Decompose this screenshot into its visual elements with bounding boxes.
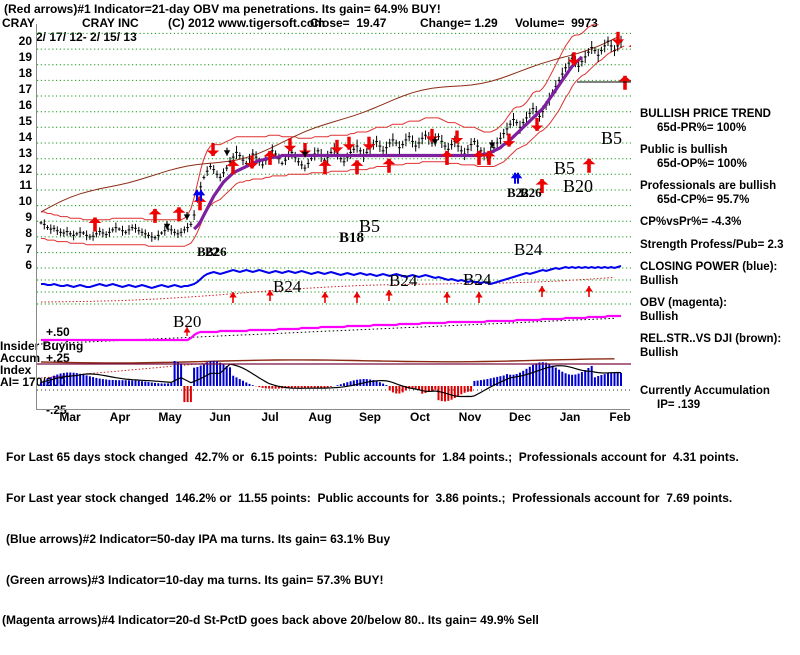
- public-sentiment-value: 65d-OP%= 100%: [657, 157, 747, 170]
- date-range-label: 2/ 17/ 12- 2/ 15/ 13: [36, 30, 137, 44]
- month-label-jun: Jun: [209, 410, 231, 424]
- closing-power-trendline: [40, 276, 615, 303]
- month-label-jan: Jan: [559, 410, 581, 424]
- cp-vs-pr-value: CP%vsPr%= -4.3%: [640, 216, 742, 228]
- y-tick-6: 6: [25, 258, 32, 272]
- signal-arrows-group: [88, 31, 631, 232]
- ticker-symbol: CRAY: [2, 16, 35, 30]
- public-sentiment-title: Public is bullish: [640, 144, 728, 156]
- note-65-days: For Last 65 days stock changed 42.7% or …: [6, 450, 739, 465]
- note-indicator4: (Magenta arrows)#4 Indicator=20-d St-Pct…: [2, 613, 539, 628]
- closing-power-gridlines: [37, 267, 631, 305]
- public-sentiment-group: Public is bullish 65d-OP%= 100%: [640, 144, 798, 171]
- closing-power-panel[interactable]: [37, 262, 631, 310]
- month-label-oct: Oct: [409, 410, 431, 424]
- obv-panel[interactable]: [37, 310, 631, 348]
- lower-band-line: [41, 45, 625, 247]
- note-last-year: For Last year stock changed 146.2% or 11…: [6, 490, 733, 505]
- ai-moving-average-line: [40, 363, 622, 398]
- y-tick-17: 17: [18, 82, 32, 96]
- ai-axis-minus-quarter: -.25: [46, 403, 67, 417]
- rel-strength-line: [40, 36, 618, 213]
- y-tick-12: 12: [18, 162, 32, 176]
- month-label-nov: Nov: [458, 410, 482, 424]
- price-panel[interactable]: [37, 24, 631, 262]
- obv-group: OBV (magenta): Bullish: [640, 297, 798, 324]
- y-tick-10: 10: [18, 194, 32, 208]
- price-trend-value: 65d-PR%= 100%: [657, 121, 747, 134]
- info-spacer: [640, 369, 798, 385]
- ai-rel-strength-line: [40, 358, 615, 364]
- chart-plot-area[interactable]: B5 B18 B22 B26 B5 B5 B20 B22 B26 B24 B24 B24 B24 B20: [36, 24, 631, 410]
- strength-ratio-value: Strength Profess/Pub= 2.3: [640, 238, 784, 251]
- professional-sentiment-value: 65d-CP%= 95.7%: [657, 193, 750, 206]
- price-trend-group: BULLISH PRICE TREND 65d-PR%= 100%: [640, 108, 798, 135]
- upper-band-line: [41, 24, 600, 221]
- month-label-may: May: [158, 410, 182, 424]
- price-bars-group: [39, 35, 623, 242]
- copyright-notice: (C) 2012 www.tigersoft.com: [168, 16, 325, 30]
- y-tick-8: 8: [25, 226, 32, 240]
- rel-strength-value: Bullish: [640, 346, 679, 359]
- month-label-aug: Aug: [308, 410, 332, 424]
- y-tick-18: 18: [18, 66, 32, 80]
- closing-power-title: CLOSING POWER (blue):: [640, 261, 778, 273]
- accumulation-ip-value: IP= .139: [657, 398, 701, 411]
- insider-accum-index-panel[interactable]: [37, 348, 631, 410]
- ai-histogram-bars: [40, 360, 622, 403]
- month-label-dec: Dec: [508, 410, 532, 424]
- month-label-sep: Sep: [358, 410, 382, 424]
- heavy-moving-average-line: [193, 55, 583, 231]
- y-tick-20: 20: [18, 34, 32, 48]
- obv-arrows: [183, 327, 191, 336]
- professional-sentiment-group: Professionals are bullish 65d-CP%= 95.7%: [640, 180, 798, 207]
- accum-label: Accum: [0, 351, 41, 365]
- month-label-apr: Apr: [109, 410, 131, 424]
- y-tick-7: 7: [25, 242, 32, 256]
- price-gridlines: [37, 32, 631, 254]
- y-tick-19: 19: [18, 50, 32, 64]
- obv-line: [41, 314, 621, 342]
- y-tick-14: 14: [18, 130, 32, 144]
- closing-power-group: CLOSING POWER (blue): Bullish: [640, 261, 798, 288]
- y-tick-13: 13: [18, 146, 32, 160]
- month-label-mar: Mar: [59, 410, 81, 424]
- chart-screenshot: (Red arrows)#1 Indicator=21-day OBV ma p…: [0, 2, 798, 627]
- month-axis-labels: Mar Apr May Jun Jul Aug Sep Oct Nov Dec Jan Feb: [36, 410, 630, 426]
- obv-value: Bullish: [640, 310, 679, 323]
- y-tick-11: 11: [19, 178, 32, 192]
- company-name: CRAY INC: [82, 16, 139, 30]
- closing-power-arrows: [229, 286, 593, 303]
- obv-title: OBV (magenta):: [640, 297, 727, 309]
- ai-axis-plus-half: +.50: [46, 325, 70, 339]
- ai-dotted-trendline: [40, 362, 208, 379]
- price-change: Change= 1.29: [420, 16, 498, 30]
- volume-value: Volume= 9973: [515, 16, 598, 30]
- accumulation-group: Currently Accumulation IP= .139: [640, 385, 798, 412]
- note-indicator3: (Green arrows)#3 Indicator=10-day ma tur…: [6, 572, 384, 587]
- y-tick-16: 16: [18, 98, 32, 112]
- y-tick-9: 9: [25, 210, 32, 224]
- closing-power-line: [41, 265, 622, 290]
- accumulation-title: Currently Accumulation: [640, 385, 770, 397]
- month-label-feb: Feb: [609, 410, 631, 424]
- price-trend-title: BULLISH PRICE TREND: [640, 108, 771, 120]
- indicator1-header: (Red arrows)#1 Indicator=21-day OBV ma p…: [4, 2, 441, 16]
- month-label-jul: Jul: [261, 410, 279, 424]
- close-price: Close= 19.47: [310, 16, 387, 30]
- index-label: Index: [0, 363, 32, 377]
- y-tick-15: 15: [18, 114, 32, 128]
- rel-strength-group: REL.STR..VS DJI (brown): Bullish: [640, 333, 798, 360]
- indicator-summary-panel: BULLISH PRICE TREND 65d-PR%= 100% Public…: [640, 108, 798, 421]
- professional-sentiment-title: Professionals are bullish: [640, 180, 777, 192]
- closing-power-value: Bullish: [640, 274, 679, 287]
- note-indicator2: (Blue arrows)#2 Indicator=50-day IPA ma …: [6, 531, 391, 546]
- rel-strength-title: REL.STR..VS DJI (brown):: [640, 333, 782, 345]
- footer-notes: For Last 65 days stock changed 42.7% or …: [0, 424, 800, 655]
